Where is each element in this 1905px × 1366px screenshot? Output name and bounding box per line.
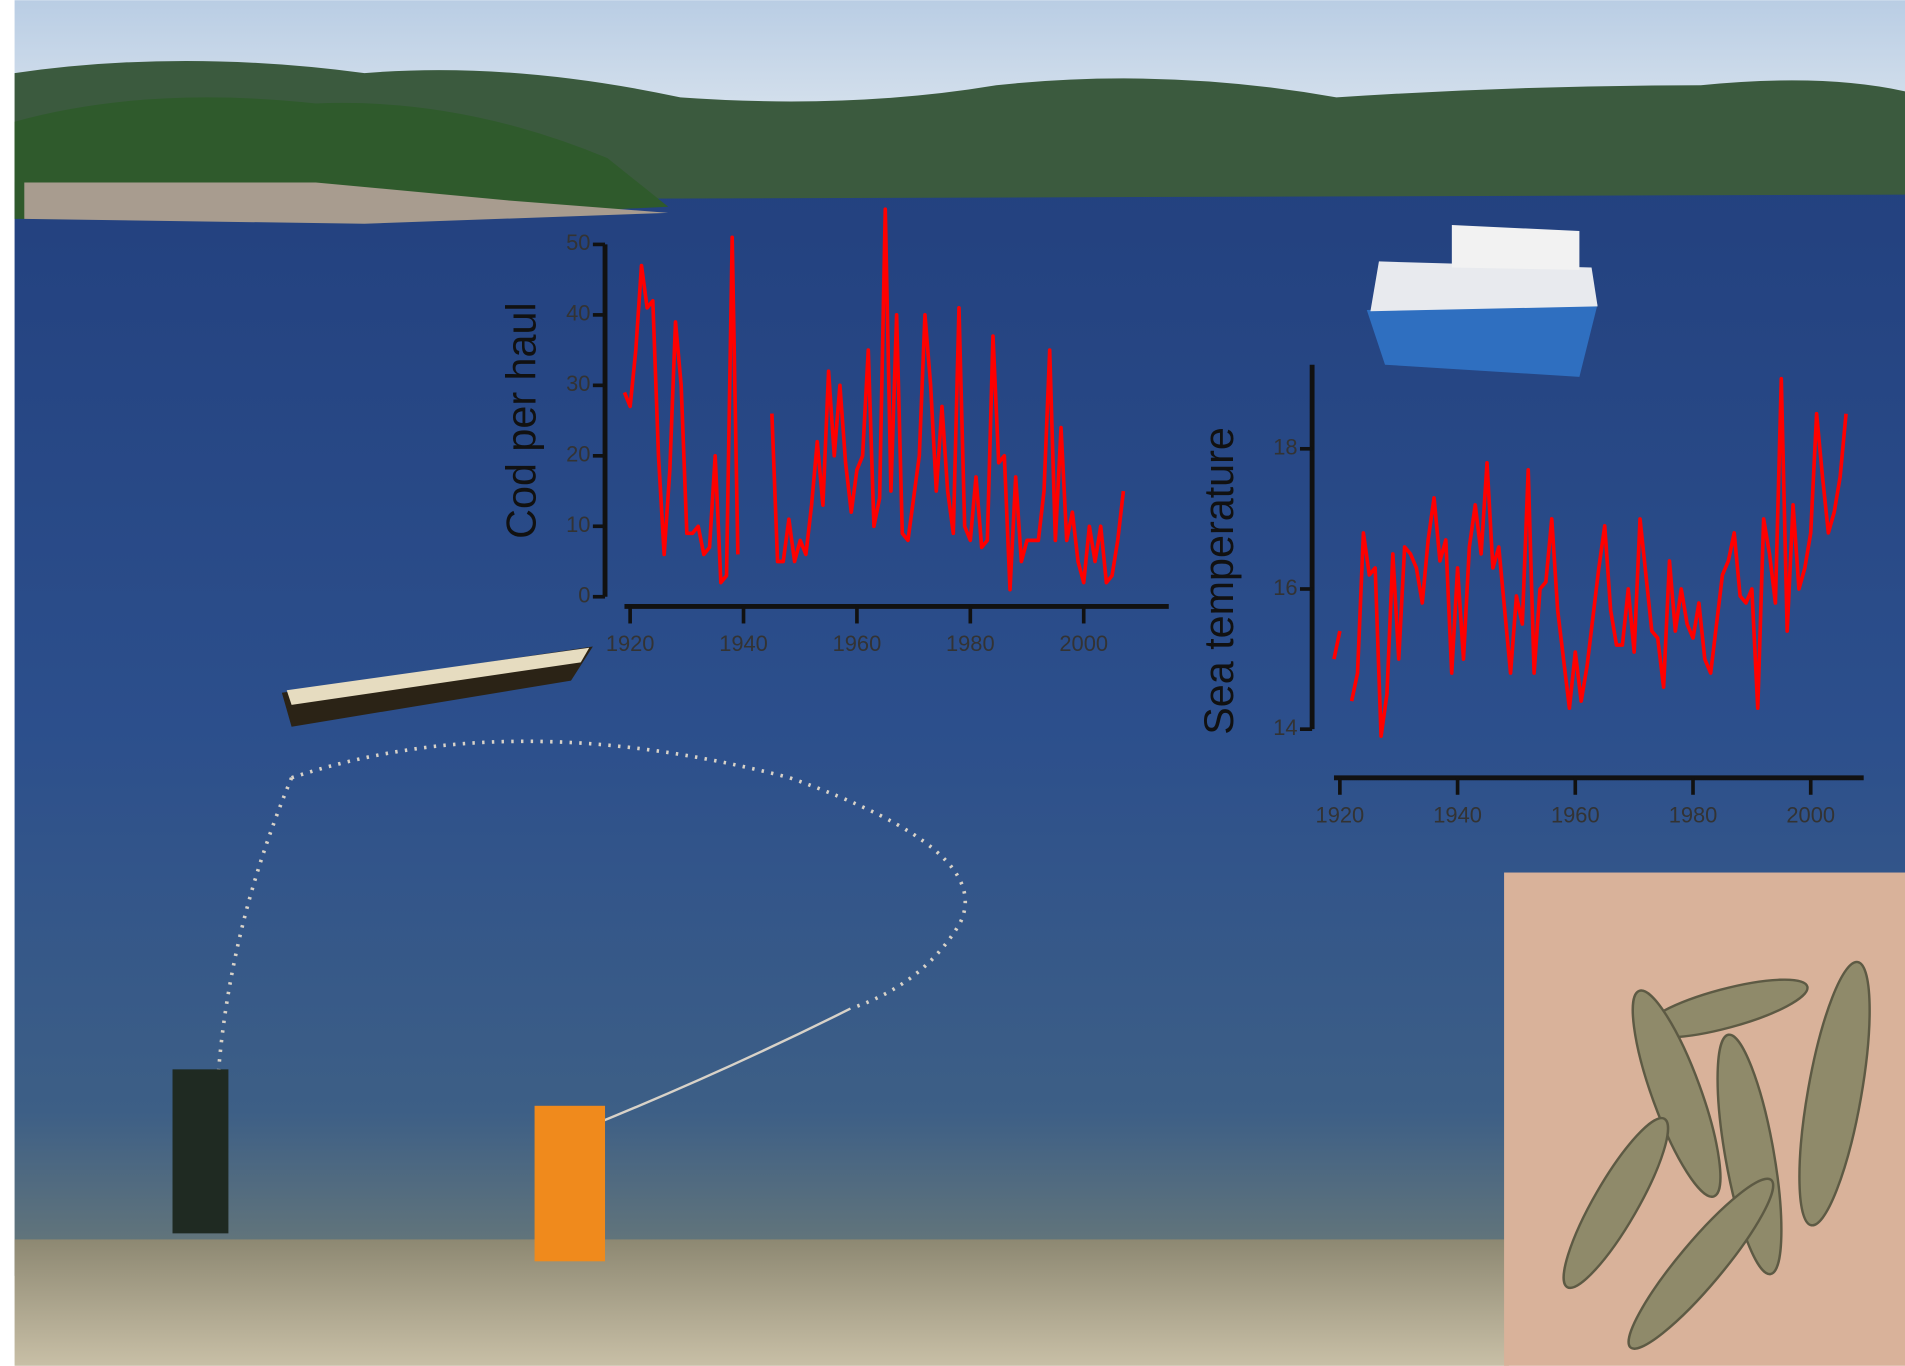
x-tick-label: 1980 bbox=[1669, 802, 1718, 827]
x-tick-label: 1960 bbox=[833, 631, 882, 656]
y-tick-label: 10 bbox=[566, 512, 590, 537]
y-tick-label: 14 bbox=[1273, 715, 1297, 740]
rope bbox=[594, 1007, 851, 1126]
rocks bbox=[24, 182, 669, 224]
x-tick-label: 1920 bbox=[606, 631, 655, 656]
x-tick-label: 2000 bbox=[1786, 802, 1835, 827]
y-tick-label: 20 bbox=[566, 442, 590, 467]
person bbox=[534, 1105, 606, 1262]
y-tick-label: 18 bbox=[1273, 435, 1297, 460]
charts: 0 10 20 30 40 50 1920 1940 1960 1980 2000 Cod per h… bbox=[499, 207, 1864, 827]
x-tick-label: 1940 bbox=[1433, 802, 1482, 827]
ship-deck bbox=[1370, 261, 1598, 312]
x-tick-label: 1980 bbox=[946, 631, 995, 656]
data-line bbox=[1332, 376, 1848, 738]
y-axis-label: Cod per haul bbox=[499, 302, 545, 538]
x-tick-label: 1920 bbox=[1316, 802, 1365, 827]
data-line bbox=[622, 207, 1126, 592]
y-tick-label: 0 bbox=[578, 583, 590, 608]
net-floats bbox=[291, 739, 967, 1011]
y-tick-label: 40 bbox=[566, 301, 590, 326]
y-tick-label: 50 bbox=[566, 230, 590, 255]
boat-rim bbox=[286, 647, 590, 705]
beach bbox=[14, 1239, 1509, 1366]
net-floats bbox=[216, 777, 294, 1070]
x-tick-label: 1940 bbox=[719, 631, 768, 656]
x-tick-label: 1960 bbox=[1551, 802, 1600, 827]
person bbox=[172, 1069, 229, 1234]
x-tick-label: 2000 bbox=[1059, 631, 1108, 656]
ship-cabin bbox=[1451, 224, 1580, 270]
y-axis-label: Sea temperature bbox=[1196, 427, 1242, 735]
ship-hull bbox=[1366, 303, 1598, 377]
y-tick-label: 16 bbox=[1273, 575, 1297, 600]
y-tick-label: 30 bbox=[566, 371, 590, 396]
fish bbox=[1562, 960, 1871, 1350]
